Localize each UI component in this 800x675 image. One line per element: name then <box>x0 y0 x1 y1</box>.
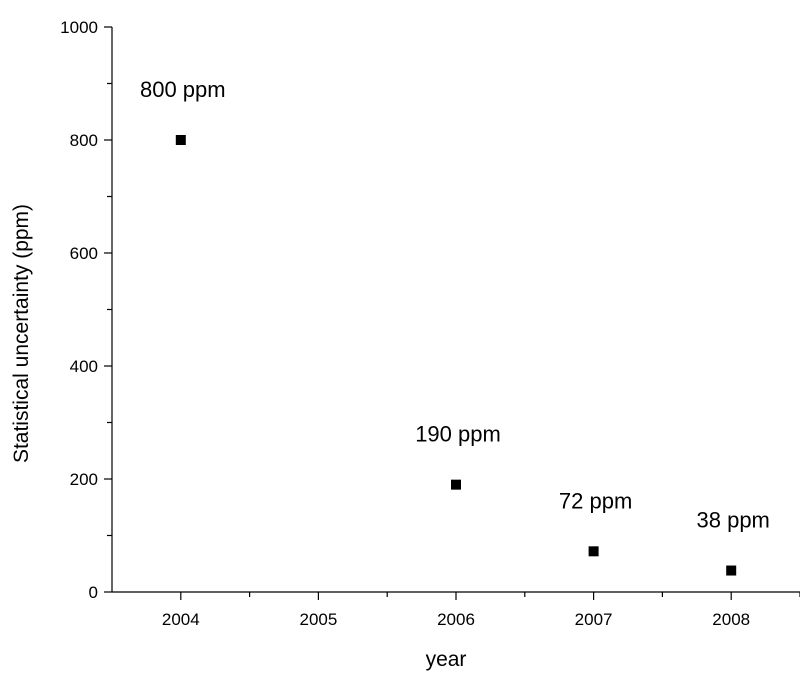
y-tick-label: 200 <box>70 470 98 489</box>
x-axis-ticks: 2004 2005 2006 2007 2008 <box>162 592 800 629</box>
data-label: 72 ppm <box>559 488 632 513</box>
data-label: 800 ppm <box>140 77 226 102</box>
y-tick-label: 600 <box>70 244 98 263</box>
x-tick-label: 2005 <box>299 610 337 629</box>
x-axis-title: year <box>426 648 467 671</box>
y-tick-label: 400 <box>70 357 98 376</box>
data-point <box>175 135 186 145</box>
x-tick-label: 2007 <box>575 610 613 629</box>
data-point <box>726 565 737 576</box>
y-tick-label: 1000 <box>60 18 98 37</box>
y-axis-title: Statistical uncertainty (ppm) <box>10 204 33 463</box>
data-label: 190 ppm <box>415 422 501 447</box>
x-tick-label: 2006 <box>437 610 475 629</box>
x-tick-label: 2008 <box>712 610 750 629</box>
y-tick-label: 800 <box>70 131 98 150</box>
y-tick-label: 0 <box>89 583 98 602</box>
data-label: 38 ppm <box>697 508 770 533</box>
x-tick-label: 2004 <box>162 610 200 629</box>
data-point <box>588 546 599 557</box>
data-points: 800 ppm 190 ppm 72 ppm 38 ppm <box>140 77 770 576</box>
data-point <box>451 479 461 490</box>
y-axis-ticks: 0 200 400 600 800 1000 <box>60 18 112 602</box>
